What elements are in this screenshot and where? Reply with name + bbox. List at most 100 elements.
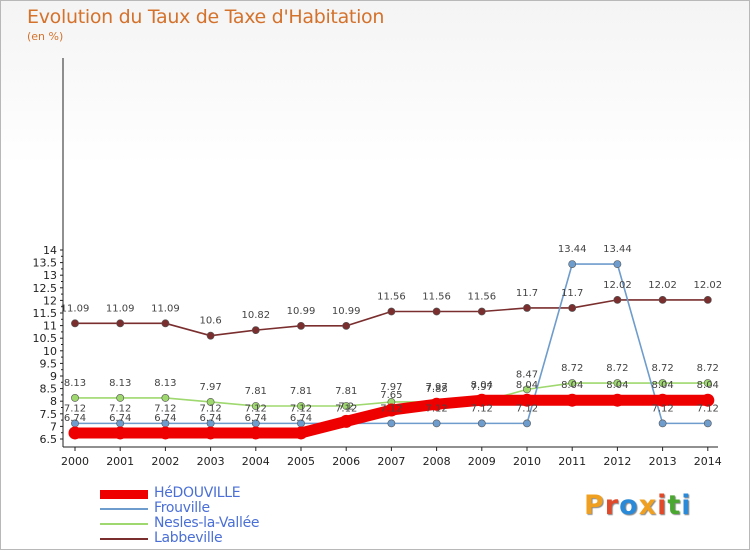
- data-point: [658, 295, 667, 304]
- data-label: 6.74: [199, 413, 221, 424]
- data-point: [113, 426, 127, 440]
- data-label: 7.97: [471, 382, 493, 393]
- logo-letter: i: [681, 490, 692, 521]
- chart-title: Evolution du Taux de Taxe d'Habitation: [27, 6, 385, 28]
- x-tick-label: 2003: [197, 455, 225, 468]
- data-label: 8.04: [651, 380, 673, 391]
- x-tick-label: 2007: [377, 455, 405, 468]
- data-label: 7.12: [154, 403, 176, 414]
- data-point: [568, 260, 577, 269]
- x-tick-label: 2012: [603, 455, 631, 468]
- y-tick-label: 6.5: [40, 433, 58, 446]
- data-label: 7.12: [651, 403, 673, 414]
- data-point: [477, 307, 486, 316]
- data-label: 11.7: [516, 288, 538, 299]
- data-label: 7.97: [380, 382, 402, 393]
- data-label: 8.04: [516, 380, 538, 391]
- data-point: [613, 260, 622, 269]
- unit-label: (en %): [27, 30, 64, 43]
- legend-label: Labbeville: [154, 530, 223, 546]
- data-point: [297, 402, 305, 410]
- data-label: 7.12: [199, 403, 221, 414]
- x-tick-label: 2005: [287, 455, 315, 468]
- data-point: [339, 414, 353, 428]
- data-point: [432, 307, 441, 316]
- data-point: [658, 379, 667, 387]
- data-point: [432, 419, 441, 428]
- data-point: [387, 307, 396, 316]
- data-label: 7.12: [245, 403, 267, 414]
- y-tick-label: 7: [50, 420, 57, 433]
- data-label: 10.6: [199, 316, 221, 327]
- data-point: [384, 403, 398, 417]
- data-label: 6.74: [154, 413, 176, 424]
- x-tick-label: 2013: [649, 455, 677, 468]
- data-point: [68, 426, 82, 440]
- legend-label: HéDOUVILLE: [154, 485, 241, 501]
- data-point: [568, 304, 577, 312]
- logo-letter: x: [638, 490, 658, 521]
- data-label: 7.12: [471, 403, 493, 414]
- x-tick-label: 2006: [332, 455, 360, 468]
- data-point: [249, 426, 263, 440]
- data-point: [523, 304, 531, 312]
- data-point: [116, 394, 125, 402]
- y-tick-label: 8.5: [40, 383, 58, 396]
- y-tick-label: 8: [50, 395, 57, 408]
- data-point: [158, 426, 172, 440]
- data-point: [71, 319, 79, 328]
- data-label: 8.72: [561, 363, 583, 374]
- data-label: 8.72: [606, 363, 628, 374]
- data-label: 7.97: [199, 382, 221, 393]
- data-label: 8.13: [109, 378, 131, 389]
- data-label: 11.56: [467, 291, 496, 302]
- x-tick-label: 2010: [513, 455, 541, 468]
- data-point: [613, 295, 622, 304]
- y-tick-label: 10.5: [33, 332, 58, 345]
- data-point: [251, 326, 260, 335]
- data-label: 11.56: [377, 291, 406, 302]
- x-tick-label: 2008: [423, 455, 451, 468]
- data-point: [656, 393, 670, 407]
- data-point: [701, 393, 715, 407]
- logo-letter: i: [657, 490, 668, 521]
- data-label: 12.02: [603, 280, 632, 291]
- x-tick-label: 2004: [242, 455, 270, 468]
- logo-letter: o: [619, 490, 639, 521]
- data-point: [204, 426, 218, 440]
- data-label: 8.72: [651, 363, 673, 374]
- data-point: [613, 379, 622, 387]
- x-tick-label: 2001: [106, 455, 134, 468]
- axes: 6.577.588.599.51010.51111.51212.51313.51…: [33, 58, 722, 468]
- data-label-layer: 11.09 11.09 11.09 10.6 10.82 10.99 10.99 11.56 1…: [61, 244, 722, 424]
- data-point: [161, 394, 170, 402]
- data-point: [251, 402, 260, 410]
- data-label: 8.13: [154, 378, 176, 389]
- data-label: 13.44: [558, 244, 587, 255]
- data-label: 6.74: [109, 413, 131, 424]
- data-point: [523, 419, 531, 428]
- data-point: [703, 379, 712, 387]
- y-tick-label: 10: [43, 345, 57, 358]
- data-label: 11.09: [151, 303, 180, 314]
- logo-letter: r: [604, 490, 620, 521]
- data-point: [71, 394, 79, 402]
- data-label: 8.04: [561, 380, 583, 391]
- legend-swatch: [100, 508, 148, 510]
- data-label: 7.81: [335, 386, 357, 397]
- data-point: [703, 295, 712, 304]
- data-label: 12.02: [648, 280, 677, 291]
- data-label: 11.7: [561, 288, 583, 299]
- data-label: 7.81: [245, 386, 267, 397]
- data-point: [342, 321, 351, 330]
- data-label: 10.99: [287, 306, 316, 317]
- data-point: [387, 419, 396, 428]
- data-point: [430, 397, 444, 411]
- data-label: 7.12: [425, 403, 447, 414]
- data-point: [161, 319, 170, 328]
- proxiti-logo: Proxiti: [584, 490, 692, 521]
- data-label: 12.02: [693, 280, 722, 291]
- y-tick-label: 12.5: [33, 282, 58, 295]
- data-label: 10.82: [241, 310, 270, 321]
